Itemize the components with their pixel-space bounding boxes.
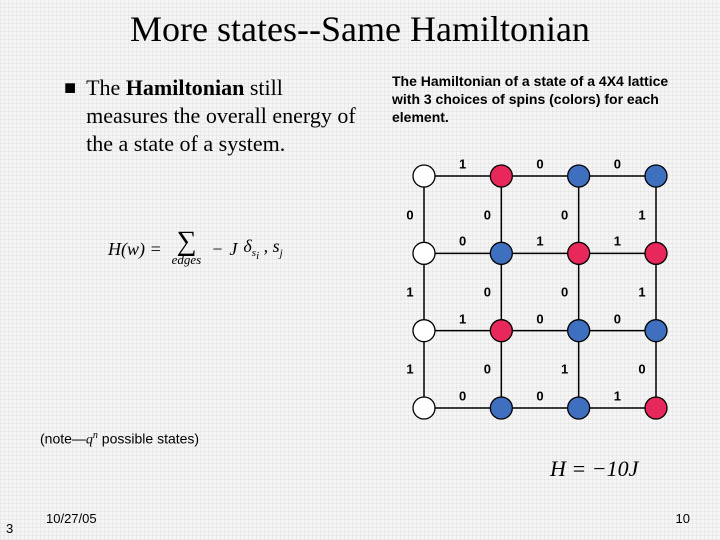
- edge-label: 1: [406, 285, 413, 300]
- slide-number-right: 10: [676, 511, 690, 526]
- bullet-text: The Hamiltonian still measures the overa…: [86, 74, 364, 158]
- hamiltonian-formula: H(w) = ∑ edges − J δsi , sj: [108, 230, 338, 268]
- lattice-diagram: 1 0 0 0 1 1 1 0 0 0 0 1 0 0 0 1 1 0 0 1 1 0 1 0: [400, 152, 680, 432]
- edge-label: 0: [406, 207, 413, 222]
- lattice-node: [413, 397, 435, 419]
- edge-label: 1: [614, 234, 621, 249]
- bullet-block: ■ The Hamiltonian still measures the ove…: [64, 74, 364, 158]
- edge-label: 0: [638, 362, 645, 377]
- lattice-node: [413, 165, 435, 187]
- edge-label: 1: [536, 234, 543, 249]
- edge-label: 1: [638, 285, 645, 300]
- lattice-node: [490, 397, 512, 419]
- edge-label: 0: [536, 389, 543, 404]
- lattice-node: [645, 320, 667, 342]
- note-line: (note—qn possible states): [40, 430, 199, 449]
- edge-label: 1: [561, 362, 568, 377]
- lattice-node: [568, 320, 590, 342]
- edge-label: 0: [614, 311, 621, 326]
- lattice-node: [645, 242, 667, 264]
- slide-title: More states--Same Hamiltonian: [0, 8, 720, 50]
- edge-label: 0: [536, 157, 543, 172]
- bullet-mark: ■: [64, 74, 76, 102]
- edge-label: 0: [459, 389, 466, 404]
- edge-label: 0: [614, 157, 621, 172]
- edge-label: 0: [561, 207, 568, 222]
- slide-number-left: 3: [6, 521, 13, 536]
- lattice-node: [645, 165, 667, 187]
- lattice-node: [413, 320, 435, 342]
- edge-label: 1: [638, 207, 645, 222]
- edge-label: 0: [484, 207, 491, 222]
- edge-label: 0: [561, 285, 568, 300]
- slide-date: 10/27/05: [46, 511, 97, 526]
- lattice-node: [645, 397, 667, 419]
- lattice-node: [490, 320, 512, 342]
- lattice-node: [568, 242, 590, 264]
- lattice-node: [490, 165, 512, 187]
- edge-label: 0: [459, 234, 466, 249]
- edge-label: 0: [536, 311, 543, 326]
- lattice-node: [490, 242, 512, 264]
- edge-label: 1: [459, 311, 466, 326]
- lattice-node: [568, 165, 590, 187]
- edge-label: 1: [406, 362, 413, 377]
- energy-equation: H = −10J: [550, 456, 638, 482]
- lattice-caption: The Hamiltonian of a state of a 4X4 latt…: [392, 72, 692, 126]
- sigma-icon: ∑: [176, 230, 196, 254]
- edge-label: 0: [484, 362, 491, 377]
- edge-label: 1: [614, 389, 621, 404]
- lattice-node: [413, 242, 435, 264]
- lattice-node: [568, 397, 590, 419]
- edge-label: 1: [459, 157, 466, 172]
- edge-label: 0: [484, 285, 491, 300]
